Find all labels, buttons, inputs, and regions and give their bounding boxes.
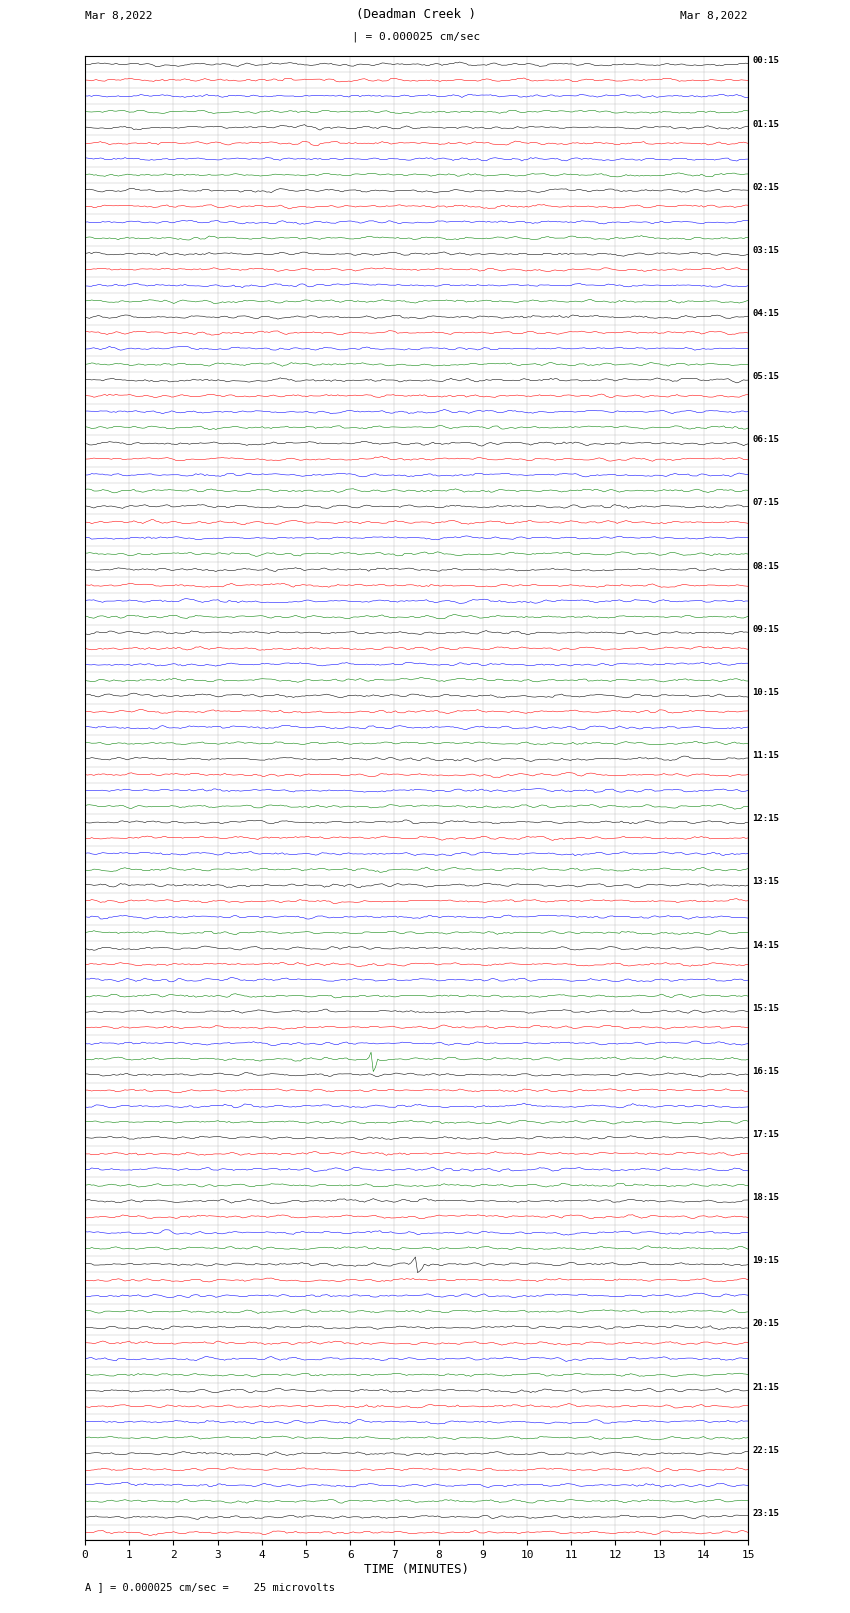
X-axis label: TIME (MINUTES): TIME (MINUTES) [364, 1563, 469, 1576]
Text: 22:15: 22:15 [752, 1445, 779, 1455]
Text: 02:15: 02:15 [752, 182, 779, 192]
Text: 06:15: 06:15 [752, 436, 779, 444]
Text: | = 0.000025 cm/sec: | = 0.000025 cm/sec [353, 31, 480, 42]
Text: 21:15: 21:15 [752, 1382, 779, 1392]
Text: 00:15: 00:15 [752, 56, 779, 66]
Text: 23:15: 23:15 [752, 1508, 779, 1518]
Text: 15:15: 15:15 [752, 1003, 779, 1013]
Text: 09:15: 09:15 [752, 624, 779, 634]
Text: 05:15: 05:15 [752, 373, 779, 381]
Text: 10:15: 10:15 [752, 687, 779, 697]
Text: 11:15: 11:15 [752, 752, 779, 760]
Text: 07:15: 07:15 [752, 498, 779, 508]
Text: 18:15: 18:15 [752, 1194, 779, 1202]
Text: 17:15: 17:15 [752, 1131, 779, 1139]
Text: 04:15: 04:15 [752, 310, 779, 318]
Text: 16:15: 16:15 [752, 1066, 779, 1076]
Text: 13:15: 13:15 [752, 877, 779, 887]
Text: 12:15: 12:15 [752, 815, 779, 823]
Text: Mar 8,2022: Mar 8,2022 [681, 11, 748, 21]
Text: 19:15: 19:15 [752, 1257, 779, 1265]
Text: 03:15: 03:15 [752, 245, 779, 255]
Text: 01:15: 01:15 [752, 119, 779, 129]
Text: Mar 8,2022: Mar 8,2022 [85, 11, 152, 21]
Text: 14:15: 14:15 [752, 940, 779, 950]
Text: (Deadman Creek ): (Deadman Creek ) [356, 8, 477, 21]
Text: 08:15: 08:15 [752, 561, 779, 571]
Text: A ] = 0.000025 cm/sec =    25 microvolts: A ] = 0.000025 cm/sec = 25 microvolts [85, 1582, 335, 1592]
Text: 20:15: 20:15 [752, 1319, 779, 1329]
